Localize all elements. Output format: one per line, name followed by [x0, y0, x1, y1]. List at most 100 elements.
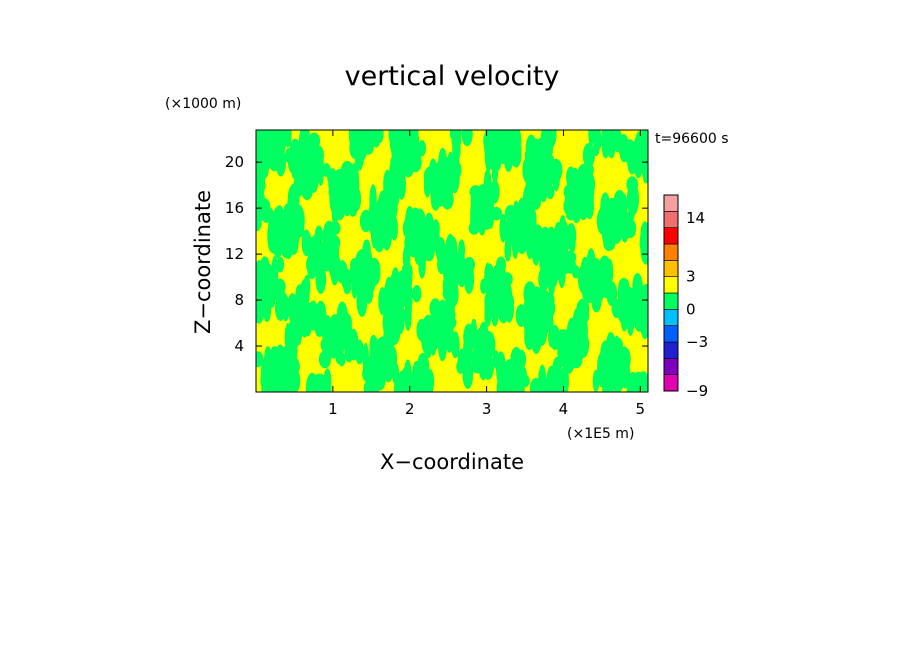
field-negative-patch: [328, 221, 341, 236]
colorbar-frame: [663, 194, 679, 392]
field-negative-patch: [413, 372, 426, 392]
field-negative-patch: [343, 278, 352, 295]
field-negative-patch: [552, 163, 560, 192]
field-negative-patch: [634, 161, 643, 179]
time-label: t=96600 s: [655, 131, 729, 147]
field-negative-patch: [642, 156, 648, 184]
field-negative-patch: [576, 331, 590, 359]
field-negative-patch: [404, 300, 412, 332]
field-negative-patch: [584, 193, 595, 220]
colorbar-swatch: [663, 243, 679, 261]
field-negative-patch: [426, 374, 434, 392]
field-negative-patch: [354, 339, 365, 365]
field-negative-patch: [314, 323, 325, 337]
field-negative-patch: [461, 130, 473, 147]
x-unit-label: (×1E5 m): [567, 426, 634, 442]
field-negative-patch: [282, 295, 290, 322]
field-negative-patch: [441, 188, 454, 210]
field-negative-patch: [512, 379, 519, 392]
field-negative-patch: [560, 366, 569, 392]
y-axis-label: Z−coordinate: [191, 190, 215, 334]
field-negative-patch: [480, 212, 494, 230]
field-negative-patch: [490, 180, 500, 204]
colorbar-label: 0: [686, 300, 696, 318]
field-negative-patch: [504, 238, 512, 262]
chart-title: vertical velocity: [345, 61, 560, 92]
field-negative-patch: [272, 227, 284, 259]
field-negative-patch: [571, 265, 580, 279]
field-negative-patch: [295, 315, 303, 346]
colorbar-swatch: [663, 309, 679, 326]
field-negative-patch: [606, 258, 614, 285]
field-negative-patch: [558, 255, 566, 289]
x-tick-label: 5: [636, 400, 646, 418]
field-negative-patch: [551, 262, 561, 282]
field-negative-patch: [491, 155, 499, 185]
field-negative-patch: [267, 372, 278, 392]
field-negative-patch: [517, 349, 527, 369]
field-negative-patch: [536, 314, 548, 346]
y-tick-label: 16: [225, 199, 244, 217]
field-negative-patch: [322, 372, 332, 392]
field-negative-patch: [354, 140, 365, 171]
x-axis: 1 2 3 4 5: [328, 130, 645, 418]
field-negative-patch: [260, 147, 270, 179]
field-negative-patch: [504, 293, 514, 323]
colorbar-swatch: [663, 325, 679, 343]
field-negative-patch: [568, 232, 576, 254]
x-tick-label: 2: [405, 400, 415, 418]
velocity-field: [256, 130, 648, 392]
field-negative-patch: [318, 350, 332, 369]
field-negative-patch: [449, 161, 460, 194]
field-negative-patch: [601, 364, 609, 392]
x-tick-label: 4: [559, 400, 569, 418]
field-negative-patch: [592, 140, 600, 157]
colorbar-label: −9: [686, 382, 708, 400]
field-negative-patch: [450, 331, 460, 359]
field-negative-patch: [484, 304, 492, 328]
field-negative-patch: [276, 256, 285, 273]
field-negative-patch: [552, 378, 563, 392]
field-negative-patch: [397, 169, 406, 200]
field-negative-patch: [269, 294, 276, 308]
field-negative-patch: [369, 270, 377, 288]
field-negative-patch: [391, 215, 398, 241]
field-negative-patch: [482, 330, 496, 359]
field-negative-patch: [511, 226, 519, 260]
y-unit-label: (×1000 m): [165, 96, 241, 112]
field-negative-patch: [468, 221, 480, 235]
field-negative-patch: [307, 300, 319, 331]
field-negative-patch: [499, 213, 507, 243]
field-negative-patch: [396, 311, 405, 335]
y-tick-label: 8: [234, 291, 244, 309]
field-negative-patch: [315, 264, 327, 295]
colorbar-swatch: [663, 358, 679, 375]
field-negative-patch: [384, 365, 392, 383]
field-negative-patch: [628, 206, 635, 222]
field-negative-patch: [381, 220, 392, 251]
field-negative-patch: [539, 181, 548, 203]
field-negative-patch: [548, 276, 555, 297]
colorbar-label: 3: [686, 268, 696, 286]
field-negative-patch: [423, 171, 431, 198]
field-negative-patch: [275, 148, 287, 177]
x-tick-label: 3: [482, 400, 492, 418]
field-negative-patch: [562, 344, 575, 374]
field-negative-patch: [491, 304, 499, 327]
y-tick-label: 20: [225, 153, 244, 171]
field-negative-patch: [482, 353, 494, 380]
field-negative-patch: [256, 210, 262, 232]
field-negative-patch: [458, 271, 466, 288]
plot-frame: [255, 129, 649, 393]
colorbar-swatch: [663, 194, 679, 212]
field-negative-patch: [462, 358, 474, 390]
field-negative-patch: [582, 142, 595, 169]
colorbar-swatch: [663, 260, 679, 277]
colorbar-swatch: [663, 227, 679, 245]
y-tick-label: 12: [225, 245, 244, 263]
field-negative-patch: [296, 219, 305, 238]
field-negative-patch: [510, 143, 522, 168]
field-negative-patch: [517, 377, 525, 392]
field-negative-patch: [301, 322, 309, 338]
